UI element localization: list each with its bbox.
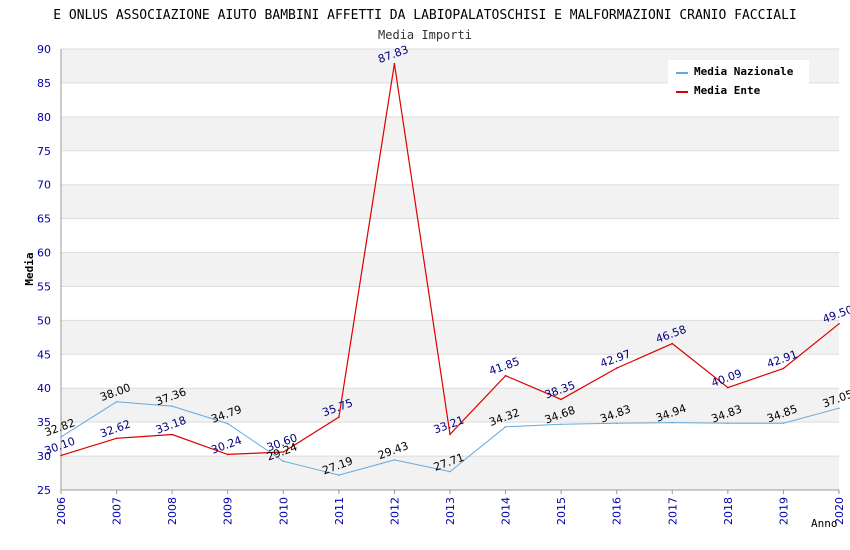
- data-point: [226, 453, 229, 456]
- grid-band: [61, 184, 839, 219]
- y-tick-label: 55: [37, 280, 51, 293]
- data-point: [60, 454, 62, 457]
- x-tick-label: 2008: [166, 497, 179, 525]
- x-tick-label: 2014: [500, 497, 513, 525]
- y-tick-label: 50: [37, 314, 51, 327]
- x-tick-label: 2007: [111, 497, 124, 525]
- y-tick-label: 25: [37, 484, 51, 497]
- grid-band: [61, 116, 839, 151]
- data-point: [782, 422, 785, 424]
- grid-band: [61, 456, 839, 490]
- data-point: [282, 460, 285, 463]
- data-point: [838, 322, 840, 325]
- y-tick-label: 75: [37, 145, 51, 158]
- data-point: [171, 405, 173, 407]
- y-tick-label: 30: [37, 450, 51, 463]
- data-point: [671, 342, 674, 345]
- data-point: [615, 422, 618, 425]
- x-tick-label: 2018: [722, 497, 735, 525]
- y-tick-label: 45: [37, 348, 51, 361]
- x-tick-label: 2015: [555, 497, 568, 525]
- x-tick-label: 2010: [277, 497, 290, 525]
- data-point: [838, 407, 840, 410]
- x-tick-label: 2011: [333, 497, 346, 525]
- x-tick-label: 2009: [222, 497, 235, 525]
- x-axis-label: Anno: [811, 517, 838, 530]
- data-point: [115, 401, 118, 403]
- x-tick-label: 2019: [777, 497, 790, 525]
- x-tick-label: 2013: [444, 497, 457, 525]
- series-lines: [60, 62, 840, 476]
- data-point: [727, 422, 729, 425]
- data-point: [671, 421, 674, 424]
- x-tick-label: 2017: [666, 497, 679, 525]
- data-point: [171, 433, 173, 436]
- y-tick-label: 85: [37, 77, 51, 90]
- legend-box: [668, 60, 809, 102]
- y-tick-label: 40: [37, 382, 51, 395]
- y-tick-label: 70: [37, 179, 51, 192]
- legend-label-ente: Media Ente: [694, 84, 761, 97]
- data-point: [782, 367, 785, 370]
- x-tick-labels: 2006 2007 2008 2009 2010 2011 2012 2013 2014 2015…: [55, 497, 846, 525]
- data-point: [504, 425, 507, 428]
- data-point: [226, 422, 229, 425]
- chart-subtitle: Media Importi: [378, 28, 472, 42]
- x-tick-label: 2016: [611, 497, 624, 525]
- data-point: [615, 367, 618, 369]
- y-tick-labels: 25 30 35 40 45 50 55 60 65 70 75 80 85 90: [37, 43, 51, 497]
- data-point: [338, 416, 340, 418]
- legend: Media Nazionale Media Ente: [668, 60, 809, 102]
- y-tick-label: 80: [37, 111, 51, 124]
- data-point: [504, 374, 507, 377]
- data-point: [560, 398, 562, 401]
- x-tick-label: 2012: [388, 497, 401, 525]
- y-axis-label: Media: [23, 252, 36, 285]
- y-tick-label: 65: [37, 213, 51, 226]
- x-tick-label: 2006: [55, 497, 68, 525]
- data-point: [338, 474, 340, 476]
- plot-background: [61, 49, 839, 490]
- grid-band: [61, 252, 839, 287]
- legend-label-nazionale: Media Nazionale: [694, 65, 794, 78]
- grid-band: [61, 320, 839, 355]
- data-point: [282, 451, 285, 453]
- data-point: [449, 470, 451, 473]
- data-point: [449, 433, 451, 436]
- data-point: [393, 62, 396, 65]
- data-point: [115, 437, 118, 440]
- data-point: [393, 459, 396, 461]
- data-point: [60, 436, 62, 438]
- y-tick-label: 35: [37, 416, 51, 429]
- grid-band: [61, 388, 839, 423]
- x-tick-label: 2020: [833, 497, 846, 525]
- axes: [60, 49, 840, 494]
- y-tick-label: 60: [37, 247, 51, 260]
- y-tick-label: 90: [37, 43, 51, 56]
- data-point: [727, 386, 729, 389]
- data-point: [560, 423, 562, 426]
- chart-title: E ONLUS ASSOCIAZIONE AIUTO BAMBINI AFFET…: [53, 8, 797, 23]
